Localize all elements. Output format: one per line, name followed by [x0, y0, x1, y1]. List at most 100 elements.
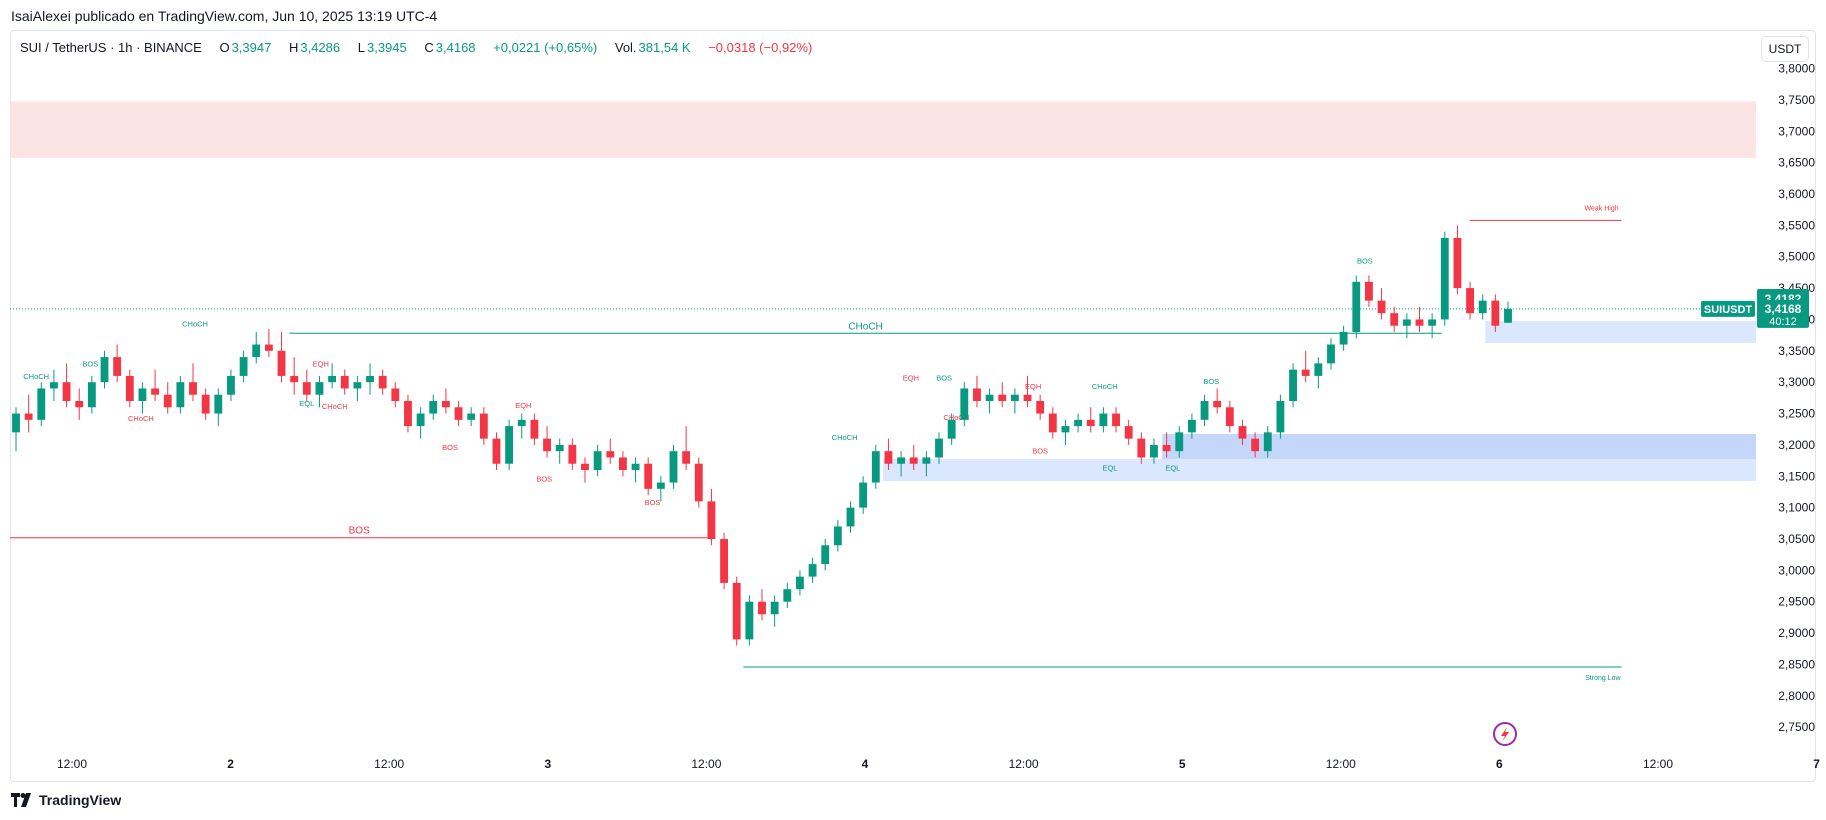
- candle-body: [1301, 369, 1310, 376]
- candle-body: [947, 419, 956, 439]
- candle-body: [1099, 413, 1108, 427]
- candle-body: [568, 444, 577, 464]
- candle-body: [290, 375, 299, 383]
- candle-body: [1491, 300, 1500, 326]
- change-value: +0,0221 (+0,65%): [493, 40, 598, 55]
- bar-countdown: 40:12: [1769, 316, 1797, 328]
- candle-body: [138, 388, 147, 401]
- structure-label: EQL: [299, 399, 314, 408]
- candle-body: [1440, 237, 1449, 320]
- level-label: CHoCH: [848, 321, 882, 332]
- candle-body: [151, 388, 160, 395]
- structure-label: CHoCH: [1092, 382, 1118, 391]
- tradingview-logo[interactable]: TradingView: [11, 792, 121, 808]
- candle-body: [378, 375, 387, 389]
- candle-body: [833, 526, 842, 546]
- candle-body: [37, 388, 46, 420]
- level-label: Weak High: [1585, 205, 1619, 212]
- candle-body: [75, 401, 84, 408]
- candle-body: [227, 375, 235, 395]
- price-tick: 3,0000: [1778, 563, 1815, 577]
- open-value: 3,3947: [231, 40, 272, 55]
- zone-demand-lower: [883, 459, 1756, 481]
- candle-body: [12, 413, 20, 433]
- candle-body: [214, 394, 223, 414]
- structure-label: EQH: [1025, 382, 1041, 391]
- candle-body: [429, 401, 438, 414]
- last-price-label: 3,4168: [1765, 302, 1802, 316]
- candle-body: [935, 438, 943, 458]
- currency-button[interactable]: USDT: [1761, 36, 1809, 62]
- volume-label: Vol.: [614, 40, 637, 55]
- price-tick: 3,7500: [1778, 93, 1815, 107]
- structure-label: BOS: [536, 474, 552, 483]
- candle-body: [960, 388, 969, 420]
- candle-body: [694, 463, 703, 502]
- price-tick: 2,9500: [1778, 595, 1815, 609]
- time-tick: 7: [1813, 757, 1820, 771]
- candle-body: [808, 564, 817, 577]
- structure-label: BOS: [645, 498, 661, 507]
- candle-body: [581, 463, 589, 470]
- candle-body: [606, 451, 615, 458]
- time-tick: 12:00: [691, 757, 721, 771]
- price-tick: 3,6000: [1778, 187, 1815, 201]
- candle-body: [985, 394, 994, 401]
- structure-label: EQH: [903, 373, 919, 382]
- candle-body: [530, 419, 539, 439]
- candle-body: [87, 382, 96, 408]
- candle-body: [1023, 394, 1032, 401]
- structure-label: EQH: [313, 360, 329, 369]
- zone-supply: [10, 101, 1756, 158]
- candle-body: [1074, 419, 1083, 427]
- structure-label: CHoCH: [182, 319, 208, 328]
- structure-label: CHoCH: [943, 413, 969, 422]
- candle-body: [1010, 394, 1019, 401]
- low-value: 3,3945: [366, 40, 407, 55]
- volume-change-value: −0,0318 (−0,92%): [708, 40, 813, 55]
- candle-body: [884, 451, 893, 464]
- symbol-tag-bg: [1701, 300, 1755, 317]
- candle-body: [1225, 407, 1234, 427]
- price-tick: 3,2500: [1778, 407, 1815, 421]
- candle-body: [783, 589, 792, 602]
- candle-body: [163, 394, 172, 408]
- candle-body: [1048, 413, 1057, 433]
- candle-body: [770, 601, 779, 615]
- candle-body: [631, 463, 640, 470]
- candle-body: [1137, 438, 1146, 458]
- structure-label: BOS: [442, 443, 458, 452]
- symbol-name[interactable]: SUI / TetherUS · 1h · BINANCE: [20, 40, 202, 55]
- structure-label: CHoCH: [832, 433, 858, 442]
- candle-body: [1352, 281, 1361, 332]
- candle-body: [100, 357, 109, 383]
- candle-body: [1478, 300, 1487, 314]
- zone-demand-upper: [1485, 321, 1756, 343]
- close-label: C: [424, 40, 434, 55]
- candle-body: [998, 394, 1007, 401]
- candle-body: [201, 394, 210, 414]
- price-tick: 3,0500: [1778, 532, 1815, 546]
- candle-body: [517, 419, 526, 427]
- structure-label: BOS: [82, 360, 98, 369]
- candle-body: [505, 426, 514, 464]
- candle-body: [1377, 300, 1386, 314]
- structure-label: CHoCH: [322, 402, 348, 411]
- candle-body: [644, 463, 653, 489]
- price-tick: 3,1000: [1778, 501, 1815, 515]
- time-tick: 4: [862, 757, 869, 771]
- candle-body: [859, 482, 868, 508]
- price-tick: 3,3000: [1778, 375, 1815, 389]
- candle-body: [239, 357, 248, 376]
- candle-body: [302, 382, 311, 395]
- structure-label: BOS: [936, 373, 952, 382]
- candle-body: [62, 382, 71, 401]
- structure-label: BOS: [1203, 377, 1219, 386]
- level-label: Strong Low: [1585, 675, 1621, 682]
- open-label: O: [219, 40, 230, 55]
- candle-body: [821, 545, 830, 565]
- candle-body: [593, 451, 602, 470]
- candle-body: [897, 457, 906, 464]
